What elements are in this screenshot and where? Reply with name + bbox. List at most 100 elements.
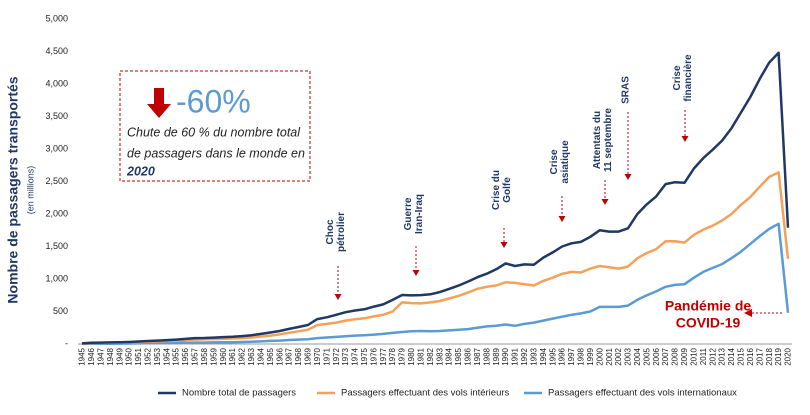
x-tick-label: 1984 bbox=[445, 347, 454, 365]
x-tick-label: 1970 bbox=[313, 347, 322, 365]
event-label: Crise bbox=[672, 65, 683, 90]
x-tick-label: 1983 bbox=[435, 347, 444, 365]
y-tick-label: 4,000 bbox=[45, 78, 68, 88]
x-tick-label: 1953 bbox=[153, 347, 162, 365]
x-tick-label: 2002 bbox=[614, 347, 623, 365]
x-tick-label: 1963 bbox=[247, 347, 256, 365]
x-tick-label: 1974 bbox=[351, 347, 360, 365]
x-tick-label: 2016 bbox=[746, 347, 755, 365]
event-arrow-head bbox=[601, 199, 609, 205]
x-tick-label: 1980 bbox=[407, 347, 416, 365]
x-tick-label: 1992 bbox=[520, 347, 529, 365]
x-tick-label: 1993 bbox=[529, 347, 538, 365]
event-arrow-head bbox=[558, 216, 566, 222]
event-label: pétrolier bbox=[336, 212, 347, 252]
event-label: Crise bbox=[549, 149, 560, 174]
event-label: Iran-Iraq bbox=[414, 194, 425, 234]
event-label: Choc bbox=[325, 219, 336, 244]
event-arrow-head bbox=[624, 174, 632, 180]
x-tick-label: 2000 bbox=[595, 347, 604, 365]
x-tick-label: 1965 bbox=[266, 347, 275, 365]
y-tick-label: 500 bbox=[53, 306, 68, 316]
pandemic-arrow-head bbox=[744, 309, 752, 317]
x-tick-label: 1964 bbox=[256, 347, 265, 365]
event-label: Guerre bbox=[403, 197, 414, 230]
x-tick-label: 2015 bbox=[737, 347, 746, 365]
x-tick-label: 1968 bbox=[294, 347, 303, 365]
x-tick-label: 1986 bbox=[464, 347, 473, 365]
x-tick-label: 1955 bbox=[172, 347, 181, 365]
x-tick-label: 1946 bbox=[87, 347, 96, 365]
y-axis-subtitle: (en millions) bbox=[25, 166, 35, 215]
x-tick-label: 2012 bbox=[708, 347, 717, 365]
event-label: Crise du bbox=[491, 170, 502, 210]
x-tick-label: 1988 bbox=[482, 347, 491, 365]
x-tick-label: 2011 bbox=[699, 347, 708, 365]
event-label: Attentats du bbox=[592, 111, 603, 169]
x-tick-label: 1991 bbox=[511, 347, 520, 365]
x-tick-label: 1978 bbox=[388, 347, 397, 365]
event-arrow-head bbox=[412, 270, 420, 276]
x-tick-label: 1947 bbox=[96, 347, 105, 365]
series-line bbox=[81, 222, 790, 346]
x-tick-label: 1969 bbox=[304, 347, 313, 365]
event-arrow-head bbox=[681, 136, 689, 142]
x-tick-label: 2014 bbox=[727, 347, 736, 365]
x-tick-label: 2007 bbox=[661, 347, 670, 365]
x-tick-label: 2003 bbox=[624, 347, 633, 365]
x-tick-label: 2019 bbox=[774, 347, 783, 365]
y-tick-label: 2,500 bbox=[45, 176, 68, 186]
event-label: financière bbox=[683, 54, 694, 102]
event-label: SRAS bbox=[621, 76, 632, 104]
x-tick-label: 1945 bbox=[78, 347, 87, 365]
pandemic-label: Pandémie de bbox=[665, 298, 752, 314]
x-tick-label: 2001 bbox=[605, 347, 614, 365]
y-tick-label: - bbox=[65, 338, 68, 348]
callout-year: 2020 bbox=[126, 164, 155, 178]
x-tick-label: 1995 bbox=[548, 347, 557, 365]
x-tick-label: 1999 bbox=[586, 347, 595, 365]
x-tick-label: 1960 bbox=[219, 347, 228, 365]
x-tick-label: 1957 bbox=[191, 347, 200, 365]
x-tick-label: 2005 bbox=[642, 347, 651, 365]
x-tick-label: 2004 bbox=[633, 347, 642, 365]
callout-text: Chute de 60 % du nombre total bbox=[127, 125, 301, 139]
event-arrow-head bbox=[500, 242, 508, 248]
x-tick-label: 1956 bbox=[181, 347, 190, 365]
x-tick-label: 1981 bbox=[416, 347, 425, 365]
series-line bbox=[81, 51, 790, 345]
x-tick-label: 2006 bbox=[652, 347, 661, 365]
x-tick-label: 1987 bbox=[473, 347, 482, 365]
y-tick-label: 1,500 bbox=[45, 241, 68, 251]
x-tick-label: 1990 bbox=[501, 347, 510, 365]
x-tick-label: 1954 bbox=[162, 347, 171, 365]
x-tick-label: 1961 bbox=[228, 347, 237, 365]
legend-label: Passagers effectuant des vols internatio… bbox=[548, 388, 737, 399]
x-tick-label: 1950 bbox=[125, 347, 134, 365]
callout-headline: -60% bbox=[176, 83, 251, 119]
x-tick-label: 2010 bbox=[689, 347, 698, 365]
x-tick-label: 1996 bbox=[558, 347, 567, 365]
x-tick-label: 1979 bbox=[398, 347, 407, 365]
x-tick-label: 1952 bbox=[144, 347, 153, 365]
callout-box bbox=[119, 70, 311, 182]
x-tick-label: 1948 bbox=[106, 347, 115, 365]
x-tick-label: 2017 bbox=[755, 347, 764, 365]
x-tick-label: 2008 bbox=[671, 347, 680, 365]
callout-text: de passagers dans le monde en bbox=[127, 146, 305, 160]
x-tick-label: 1951 bbox=[134, 347, 143, 365]
x-tick-label: 2013 bbox=[718, 347, 727, 365]
x-tick-label: 1967 bbox=[285, 347, 294, 365]
x-tick-label: 1959 bbox=[209, 347, 218, 365]
x-tick-label: 1985 bbox=[454, 347, 463, 365]
x-tick-label: 1949 bbox=[115, 347, 124, 365]
x-tick-label: 2018 bbox=[765, 347, 774, 365]
event-label: asiatique bbox=[560, 140, 571, 184]
x-tick-label: 1966 bbox=[275, 347, 284, 365]
pandemic-label: COVID-19 bbox=[676, 315, 741, 331]
x-tick-label: 1998 bbox=[577, 347, 586, 365]
x-tick-label: 2009 bbox=[680, 347, 689, 365]
legend-label: Passagers effectuant des vols intérieurs bbox=[341, 388, 510, 399]
event-arrow-head bbox=[334, 294, 342, 300]
